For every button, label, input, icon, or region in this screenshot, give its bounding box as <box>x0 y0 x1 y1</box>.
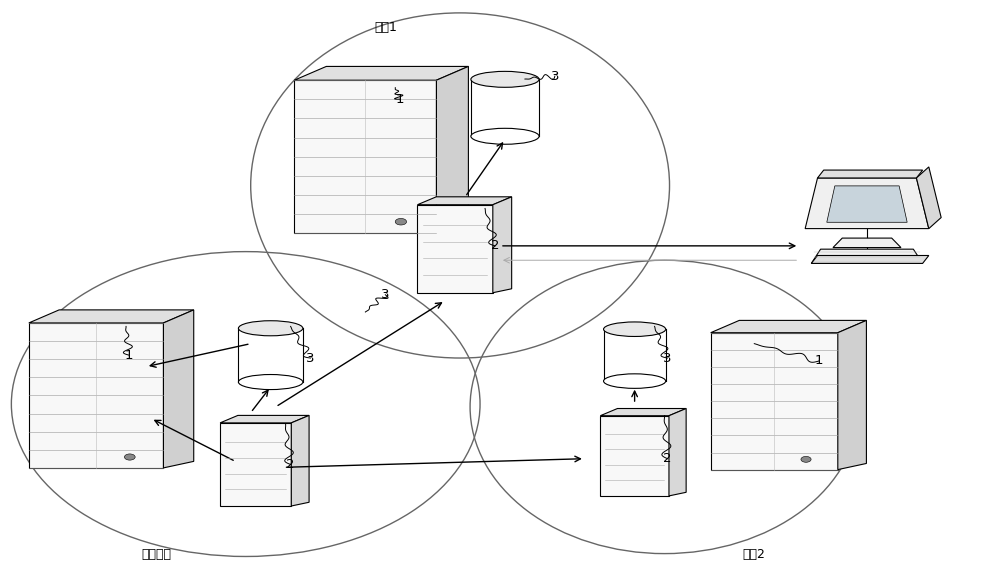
Polygon shape <box>916 167 941 229</box>
Circle shape <box>124 454 135 460</box>
Polygon shape <box>811 255 929 264</box>
Polygon shape <box>417 205 493 292</box>
Text: 2: 2 <box>286 458 295 471</box>
Ellipse shape <box>471 71 539 87</box>
Text: 1: 1 <box>815 354 823 368</box>
Ellipse shape <box>604 374 666 388</box>
Text: 3: 3 <box>551 70 559 83</box>
Text: 区块2: 区块2 <box>743 549 766 561</box>
Polygon shape <box>471 79 539 136</box>
Polygon shape <box>220 423 291 506</box>
Polygon shape <box>600 416 669 496</box>
Ellipse shape <box>471 128 539 144</box>
Polygon shape <box>291 416 309 506</box>
Text: 1: 1 <box>125 349 133 362</box>
Polygon shape <box>669 409 686 496</box>
Ellipse shape <box>238 321 303 336</box>
Polygon shape <box>29 323 163 468</box>
Polygon shape <box>600 409 686 416</box>
Polygon shape <box>238 328 303 382</box>
Circle shape <box>395 218 407 225</box>
Polygon shape <box>294 80 436 233</box>
Text: 1: 1 <box>396 92 405 106</box>
Polygon shape <box>220 416 309 423</box>
Polygon shape <box>833 238 901 247</box>
Polygon shape <box>294 66 468 80</box>
Text: 3: 3 <box>663 351 672 365</box>
Polygon shape <box>838 320 866 469</box>
Polygon shape <box>811 249 923 264</box>
Polygon shape <box>827 186 907 223</box>
Circle shape <box>801 457 811 462</box>
Polygon shape <box>29 310 194 323</box>
Ellipse shape <box>604 322 666 336</box>
Polygon shape <box>711 320 866 333</box>
Text: 区块1: 区块1 <box>374 21 397 34</box>
Polygon shape <box>493 197 512 292</box>
Polygon shape <box>417 197 512 205</box>
Polygon shape <box>604 329 666 381</box>
Polygon shape <box>818 170 923 178</box>
Polygon shape <box>436 66 468 233</box>
Text: 3: 3 <box>381 288 390 301</box>
Text: 2: 2 <box>491 239 499 253</box>
Text: 2: 2 <box>663 452 672 465</box>
Ellipse shape <box>238 375 303 390</box>
Polygon shape <box>711 333 838 469</box>
Polygon shape <box>805 178 929 229</box>
Text: 3: 3 <box>306 351 315 365</box>
Polygon shape <box>163 310 194 468</box>
Text: 中心区域: 中心区域 <box>141 549 171 561</box>
